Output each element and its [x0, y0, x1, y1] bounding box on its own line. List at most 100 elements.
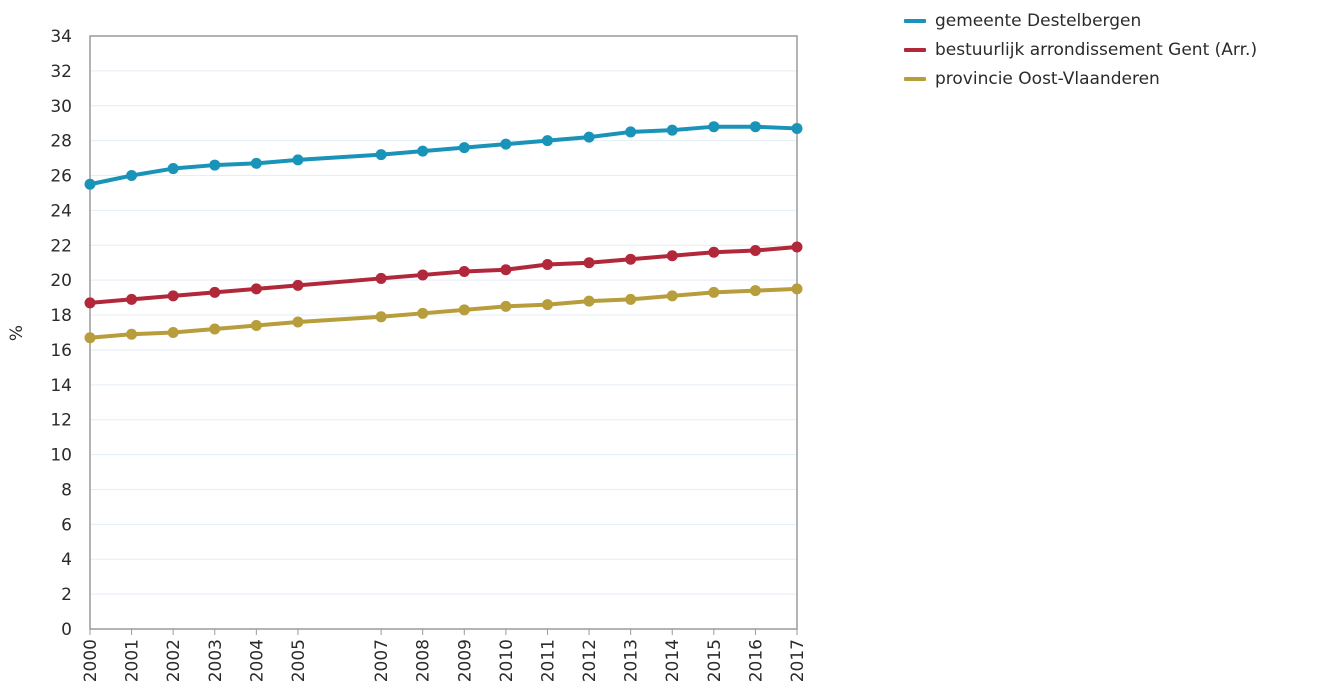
- y-tick-label: 2: [61, 585, 72, 605]
- data-point: [126, 328, 138, 340]
- y-tick-label: 32: [50, 62, 72, 82]
- gridlines: [90, 35, 797, 595]
- series-2: [84, 241, 803, 309]
- data-point: [126, 293, 138, 305]
- x-tick-label: 2008: [414, 639, 434, 682]
- data-point: [500, 264, 512, 276]
- legend-swatch: [904, 76, 926, 81]
- x-tick-label: 2002: [164, 639, 184, 682]
- y-tick-label: 6: [61, 515, 72, 535]
- x-tick-label: 2012: [580, 639, 600, 682]
- y-tick-label: 26: [50, 167, 72, 187]
- legend-label: bestuurlijk arrondissement Gent (Arr.): [935, 39, 1258, 60]
- y-tick-label: 14: [50, 376, 72, 396]
- data-point: [458, 265, 470, 277]
- data-point: [209, 323, 221, 335]
- data-point: [583, 131, 595, 143]
- y-tick-label: 12: [50, 411, 72, 431]
- data-point: [375, 272, 387, 284]
- data-point: [500, 300, 512, 312]
- x-tick-label: 2014: [663, 639, 683, 682]
- data-point: [749, 121, 761, 133]
- data-point: [84, 178, 96, 190]
- data-point: [209, 159, 221, 171]
- data-point: [417, 307, 429, 319]
- y-tick-label: 20: [50, 271, 72, 291]
- data-point: [250, 157, 262, 169]
- data-point: [375, 149, 387, 161]
- x-tick-label: 2005: [289, 639, 309, 682]
- data-point: [292, 279, 304, 291]
- data-point: [666, 250, 678, 262]
- data-point: [500, 138, 512, 150]
- series-group: [84, 121, 803, 344]
- data-point: [791, 241, 803, 253]
- data-point: [541, 258, 553, 270]
- x-tick-label: 2009: [455, 639, 475, 682]
- y-tick-label: 28: [50, 132, 72, 152]
- data-point: [250, 320, 262, 332]
- x-tick-label: 2017: [788, 639, 808, 682]
- x-tick-label: 2003: [206, 639, 226, 682]
- x-tick-label: 2001: [123, 639, 143, 682]
- data-point: [167, 163, 179, 175]
- y-tick-label: 16: [50, 341, 72, 361]
- y-tick-label: 22: [50, 236, 72, 256]
- data-point: [541, 299, 553, 311]
- legend: gemeente Destelbergen bestuurlijk arrondi…: [904, 6, 1257, 93]
- y-tick-label: 30: [50, 97, 72, 117]
- data-point: [417, 145, 429, 157]
- legend-label: provincie Oost-Vlaanderen: [935, 68, 1160, 89]
- x-tick-label: 2010: [497, 639, 517, 682]
- y-tick-label: 18: [50, 306, 72, 326]
- x-tick-label: 2011: [538, 639, 558, 682]
- data-point: [583, 295, 595, 307]
- legend-swatch: [904, 47, 926, 52]
- legend-item: bestuurlijk arrondissement Gent (Arr.): [904, 35, 1257, 64]
- x-tick-label: 2016: [746, 639, 766, 682]
- series-1: [84, 121, 803, 190]
- data-point: [625, 126, 637, 138]
- y-tick-label: 34: [50, 27, 72, 47]
- data-point: [250, 283, 262, 295]
- y-tick-label: 10: [50, 446, 72, 466]
- data-point: [541, 135, 553, 147]
- y-tick-label: 8: [61, 480, 72, 500]
- data-point: [749, 245, 761, 257]
- data-point: [791, 122, 803, 134]
- data-point: [167, 290, 179, 302]
- data-point: [375, 311, 387, 323]
- legend-item: gemeente Destelbergen: [904, 6, 1257, 35]
- legend-item: provincie Oost-Vlaanderen: [904, 64, 1257, 93]
- data-point: [292, 154, 304, 166]
- legend-swatch: [904, 18, 926, 23]
- y-tick-label: 24: [50, 201, 72, 221]
- x-tick-label: 2007: [372, 639, 392, 682]
- data-point: [625, 253, 637, 265]
- data-point: [583, 257, 595, 269]
- data-point: [791, 283, 803, 295]
- y-tick-label: 0: [61, 620, 72, 640]
- data-point: [625, 293, 637, 305]
- data-point: [209, 286, 221, 298]
- data-point: [458, 304, 470, 316]
- x-axis-ticks: 2000 2001 2002 2003 2004 2005 2007 2008 2009 2010…: [81, 629, 808, 682]
- y-axis-label: %: [7, 325, 27, 341]
- data-point: [84, 332, 96, 344]
- x-tick-label: 2004: [247, 639, 267, 682]
- data-point: [167, 327, 179, 338]
- data-point: [417, 269, 429, 281]
- x-tick-label: 2015: [705, 639, 725, 682]
- data-point: [126, 170, 138, 182]
- x-tick-label: 2013: [622, 639, 642, 682]
- data-point: [708, 246, 720, 258]
- y-tick-label: 4: [61, 550, 72, 570]
- data-point: [708, 286, 720, 298]
- data-point: [749, 285, 761, 297]
- data-point: [292, 316, 304, 328]
- data-point: [458, 142, 470, 154]
- data-point: [666, 290, 678, 302]
- data-point: [84, 297, 96, 309]
